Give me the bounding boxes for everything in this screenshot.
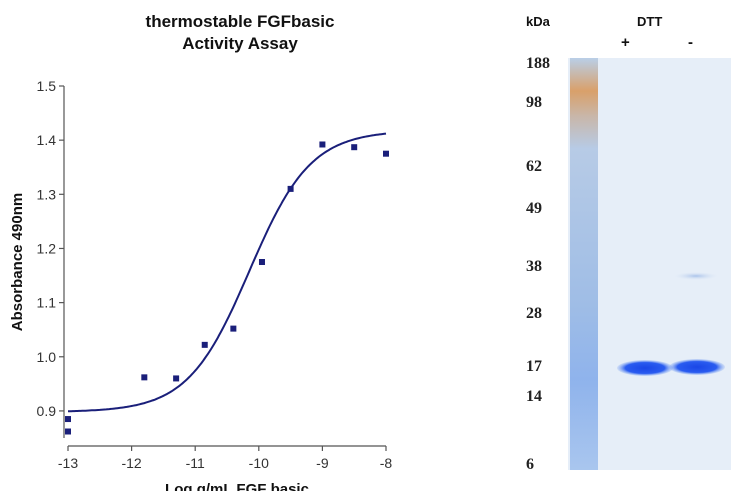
data-point [351, 144, 358, 151]
marker-label-188: 188 [526, 55, 550, 72]
lane-label-minus: - [688, 34, 693, 51]
data-point [173, 375, 180, 382]
data-point [319, 141, 326, 148]
data-point [65, 428, 71, 435]
x-tick-label: -11 [186, 455, 205, 471]
gel-image [568, 58, 731, 470]
data-point [201, 341, 208, 348]
band-lane-dtt-minus [669, 359, 725, 375]
dtt-header: DTT [637, 14, 663, 29]
x-tick-label: -8 [380, 455, 393, 471]
y-tick-label: 1.5 [37, 78, 57, 94]
y-tick-label: 0.9 [37, 403, 57, 419]
y-tick-label: 1.0 [37, 349, 57, 365]
marker-label-17: 17 [526, 358, 542, 375]
y-tick-label: 1.3 [37, 186, 57, 202]
marker-label-49: 49 [526, 200, 542, 217]
x-tick-label: -9 [316, 455, 329, 471]
data-point [141, 374, 148, 381]
marker-label-28: 28 [526, 305, 542, 322]
y-tick-label: 1.4 [37, 132, 57, 148]
marker-label-38: 38 [526, 258, 542, 275]
y-tick-label: 1.2 [37, 240, 57, 256]
data-point [383, 150, 389, 157]
marker-ladder-lane [570, 58, 598, 470]
lane-label-plus: + [621, 34, 630, 51]
x-tick-label: -12 [121, 455, 141, 471]
y-axis-title: Absorbance 490nm [9, 193, 26, 331]
marker-label-62: 62 [526, 158, 542, 175]
y-tick-label: 1.1 [37, 295, 57, 311]
x-axis-title: Log g/mL FGF basic [165, 481, 309, 491]
x-tick-label: -10 [249, 455, 269, 471]
data-point [65, 416, 71, 423]
activity-assay-chart: thermostable FGFbasic Activity Assay 0.9… [9, 12, 393, 491]
data-point [287, 185, 294, 192]
marker-label-98: 98 [526, 94, 542, 111]
marker-label-6: 6 [526, 456, 534, 473]
x-tick-label: -13 [58, 455, 78, 471]
band-lane-dtt-plus [617, 360, 673, 376]
chart-title-line-2: Activity Assay [182, 34, 298, 53]
sds-page-gel-panel: kDa DTT + - 188 98 62 49 38 28 17 14 6 [500, 0, 731, 491]
chart-title-line-1: thermostable FGFbasic [145, 12, 335, 31]
fit-curve [68, 132, 387, 413]
data-point [230, 325, 237, 332]
data-point [258, 259, 265, 265]
chart-plot-area: 0.9 1.0 1.1 1.2 1.3 1.4 1.5 -13 -12 -11 -10 -9 -8 Log… [9, 78, 393, 491]
kda-header: kDa [526, 14, 550, 29]
marker-label-14: 14 [526, 388, 542, 405]
faint-band-lane-dtt-minus [674, 272, 718, 280]
